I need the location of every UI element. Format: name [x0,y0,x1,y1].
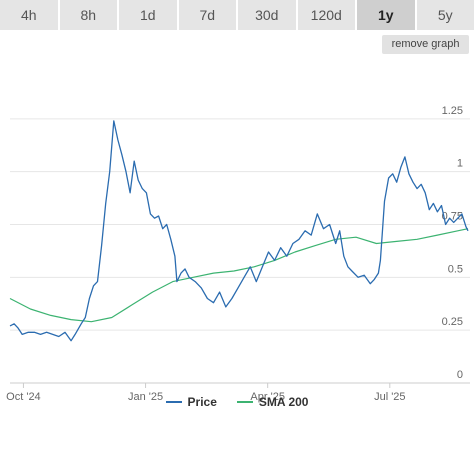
legend-label-sma: SMA 200 [258,395,309,409]
tab-1y[interactable]: 1y [357,0,415,30]
tab-7d[interactable]: 7d [178,0,236,30]
tab-4h[interactable]: 4h [0,0,58,30]
y-tick-label-5: 1.25 [442,105,463,117]
y-tick-label-4: 1 [457,158,463,170]
legend-item-price[interactable]: Price [165,395,217,409]
y-tick-label-3: 0.75 [442,211,463,223]
tab-120d[interactable]: 120d [297,0,355,30]
legend-label-price: Price [187,395,217,409]
price-series-line [9,120,469,342]
x-tick-label-0: Oct '24 [6,391,41,403]
y-tick-label-1: 0.25 [442,316,463,328]
timeframe-tabs: 4h 8h 1d 7d 30d 120d 1y 5y [0,0,474,30]
x-tick-label-2: Apr '25 [250,391,285,403]
legend-item-sma[interactable]: SMA 200 [236,395,309,409]
tab-8h[interactable]: 8h [59,0,117,30]
chart-legend: Price SMA 200 [0,393,474,411]
legend-swatch-sma [236,401,253,403]
legend-swatch-price [165,401,182,403]
tab-5y[interactable]: 5y [416,0,474,30]
tab-1d[interactable]: 1d [119,0,177,30]
tab-30d[interactable]: 30d [238,0,296,30]
x-tick-label-3: Jul '25 [374,391,405,403]
remove-graph-button[interactable]: remove graph [382,35,469,54]
y-tick-label-0: 0 [457,369,463,381]
x-tick-label-1: Jan '25 [128,391,163,403]
y-tick-label-2: 0.5 [448,263,463,275]
sma200-series-line [9,228,469,323]
